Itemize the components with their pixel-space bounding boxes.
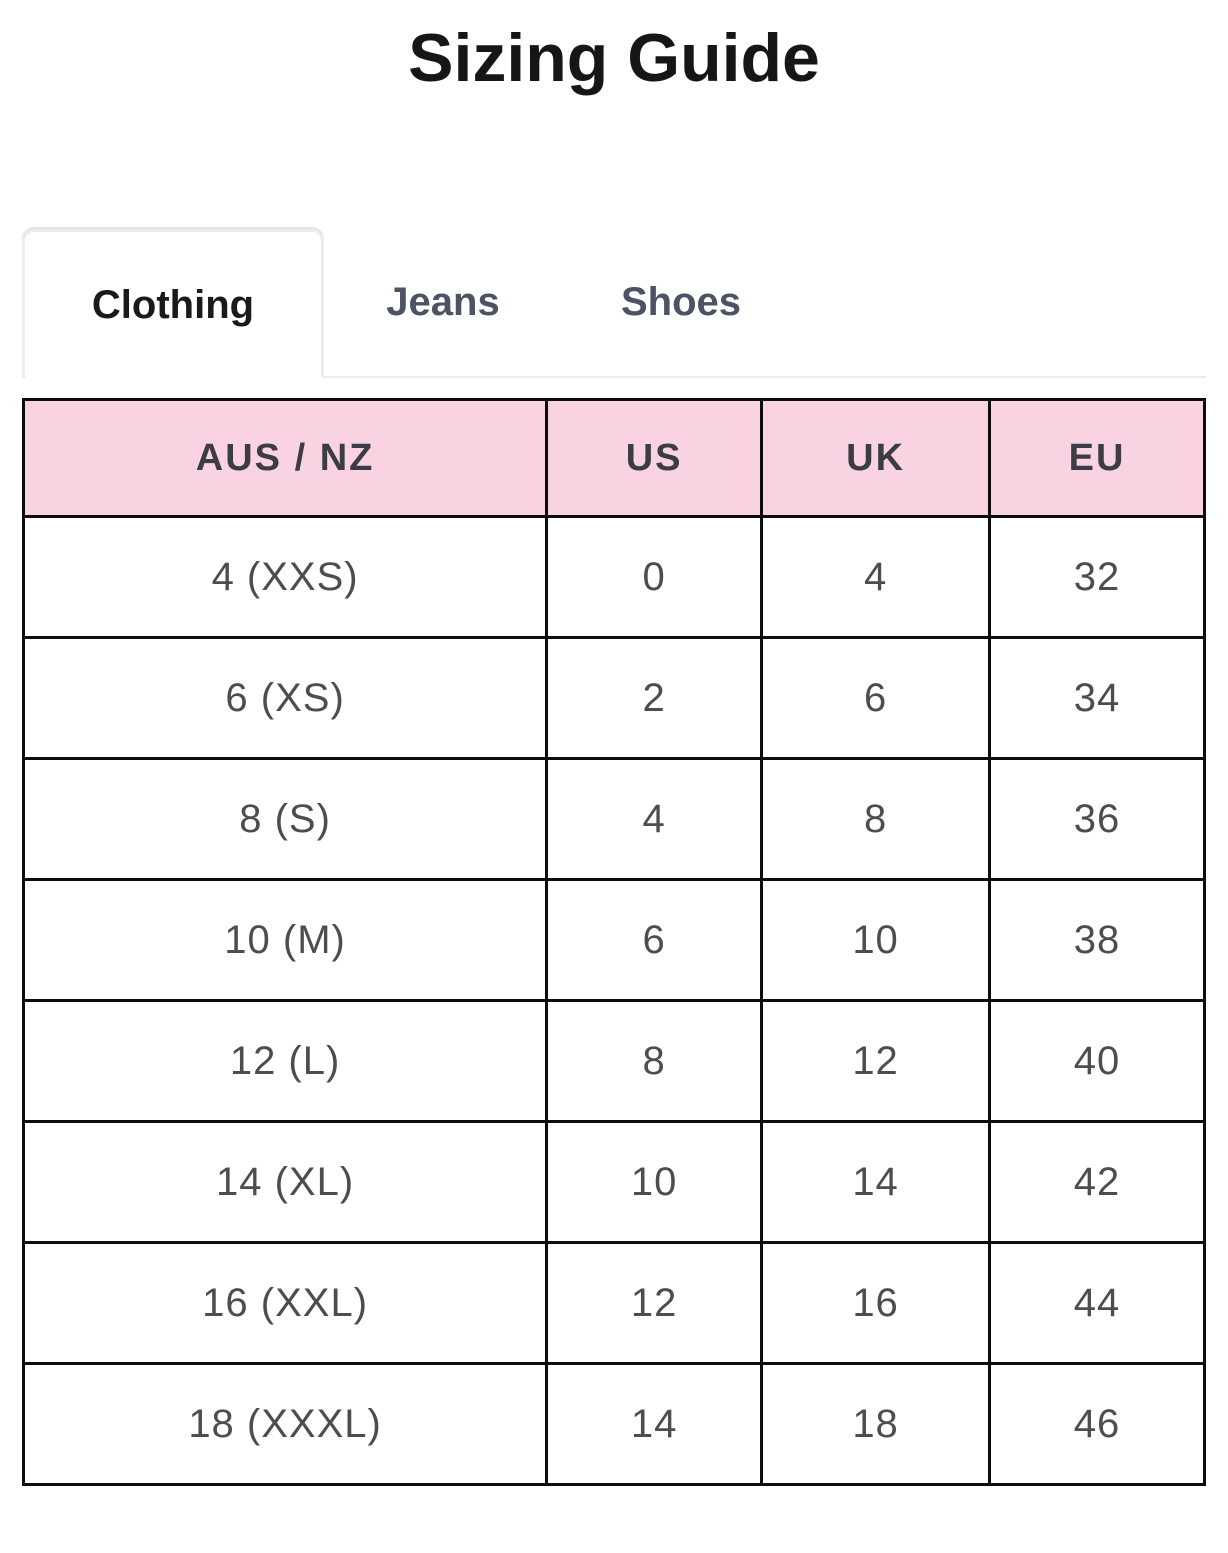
header-cell-us: US	[545, 398, 764, 518]
tab-clothing-label: Clothing	[91, 282, 255, 327]
header-cell-uk: UK	[760, 398, 992, 518]
table-cell: 46	[988, 1362, 1206, 1486]
table-header-row: AUS / NZ US UK EU	[21, 398, 1206, 518]
table-cell: 38	[988, 878, 1206, 1002]
table-cell: 8	[760, 757, 992, 881]
table-cell: 44	[988, 1241, 1206, 1365]
table-cell: 40	[988, 999, 1206, 1123]
page-title: Sizing Guide	[408, 20, 820, 96]
tab-clothing[interactable]: Clothing	[22, 229, 324, 378]
table-cell: 12 (L)	[21, 999, 549, 1123]
table-row: 6 (XS) 2 6 34	[21, 636, 1206, 760]
table-cell: 12	[760, 999, 992, 1123]
sizing-guide-page: Sizing Guide Clothing Jeans Shoes AUS / …	[21, 20, 1206, 1486]
table-cell: 8 (S)	[21, 757, 549, 881]
table-cell: 18 (XXXL)	[21, 1362, 549, 1486]
table-cell: 8	[545, 999, 764, 1123]
table-cell: 18	[760, 1362, 992, 1486]
table-body: 4 (XXS) 0 4 32 6 (XS) 2 6 34 8 (S) 4 8 36 10 (M) 6 10 3…	[21, 515, 1206, 1486]
table-cell: 4 (XXS)	[21, 515, 549, 639]
table-cell: 4	[760, 515, 992, 639]
table-cell: 10 (M)	[21, 878, 549, 1002]
table-cell: 6	[760, 636, 992, 760]
table-cell: 10	[545, 1120, 764, 1244]
table-row: 14 (XL) 10 14 42	[21, 1120, 1206, 1244]
tab-shoes[interactable]: Shoes	[562, 229, 800, 376]
table-row: 18 (XXXL) 14 18 46	[21, 1362, 1206, 1486]
tab-jeans[interactable]: Jeans	[324, 229, 562, 376]
table-cell: 36	[988, 757, 1206, 881]
tab-shoes-label: Shoes	[620, 280, 742, 324]
table-cell: 34	[988, 636, 1206, 760]
tab-jeans-label: Jeans	[386, 280, 500, 324]
table-cell: 32	[988, 515, 1206, 639]
table-cell: 42	[988, 1120, 1206, 1244]
table-cell: 14	[760, 1120, 992, 1244]
table-cell: 4	[545, 757, 764, 881]
table-cell: 16 (XXL)	[21, 1241, 549, 1365]
sizing-table: AUS / NZ US UK EU 4 (XXS) 0 4 32 6 (XS) 2 6 34 8…	[21, 398, 1206, 1486]
table-cell: 12	[545, 1241, 764, 1365]
table-row: 16 (XXL) 12 16 44	[21, 1241, 1206, 1365]
table-cell: 6 (XS)	[21, 636, 549, 760]
table-cell: 0	[545, 515, 764, 639]
table-cell: 6	[545, 878, 764, 1002]
header-cell-aus-nz: AUS / NZ	[21, 398, 549, 518]
header-cell-eu: EU	[988, 398, 1206, 518]
table-row: 10 (M) 6 10 38	[21, 878, 1206, 1002]
table-cell: 10	[760, 878, 992, 1002]
table-row: 4 (XXS) 0 4 32	[21, 515, 1206, 639]
table-cell: 16	[760, 1241, 992, 1365]
tab-bar: Clothing Jeans Shoes	[22, 229, 1206, 378]
table-row: 12 (L) 8 12 40	[21, 999, 1206, 1123]
table-cell: 14	[545, 1362, 764, 1486]
table-cell: 2	[545, 636, 764, 760]
table-cell: 14 (XL)	[21, 1120, 549, 1244]
table-row: 8 (S) 4 8 36	[21, 757, 1206, 881]
